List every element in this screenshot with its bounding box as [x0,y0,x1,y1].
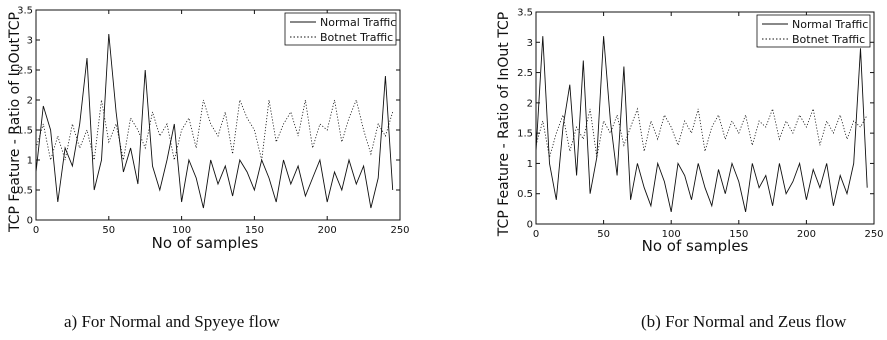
y-tick-label: 0.5 [517,189,533,200]
x-tick-label: 250 [390,225,409,236]
legend: Normal Traffic Botnet Traffic [756,14,871,48]
y-tick-label: 1 [527,159,533,170]
x-tick-label: 100 [662,229,681,240]
y-tick-label: 1.5 [17,126,33,137]
caption-left: a) For Normal and Spyeye flow [64,312,280,331]
series-line-normal-traffic [535,36,868,212]
y-axis-label: TCP Feature - Ratio of InOut TCP [496,12,512,237]
y-axis-label: TCP Feature - Ratio of InOutTCP [7,12,23,233]
series-line-botnet-traffic [535,107,868,158]
x-tick-label: 150 [729,229,748,240]
y-tick-label: 3 [27,36,33,47]
legend-box [284,12,397,46]
caption-right: (b) For Normal and Zeus flow [641,312,847,331]
y-tick-label: 3.5 [517,8,533,19]
y-tick-label: 1.5 [517,129,533,140]
y-tick-label: 2 [527,98,533,109]
y-tick-label: 0 [27,216,33,227]
chart-right: TCP Feature - Ratio of InOut TCP No of s… [496,8,884,256]
plot-frame [535,11,875,225]
y-tick-label: 3.5 [17,6,33,17]
legend-box [756,14,871,48]
series-line-normal-traffic [35,33,394,209]
legend-label-normal: Normal Traffic [792,18,868,31]
x-tick-label: 200 [797,229,816,240]
chart-left: TCP Feature - Ratio of InOutTCP No of sa… [7,6,410,253]
x-axis-label: No of samples [152,234,259,252]
plot-frame [35,9,401,221]
x-tick-label: 50 [102,225,115,236]
x-tick-label: 0 [533,229,539,240]
y-tick-label: 3 [527,38,533,49]
x-axis-label: No of samples [642,237,749,255]
y-tick-label: 2.5 [17,66,33,77]
y-tick-label: 0.5 [17,186,33,197]
legend-label-botnet: Botnet Traffic [320,31,393,44]
x-tick-label: 50 [597,229,610,240]
legend: Normal Traffic Botnet Traffic [284,12,397,46]
legend-label-normal: Normal Traffic [320,16,396,29]
series-line-botnet-traffic [35,98,394,161]
x-tick-label: 100 [172,225,191,236]
legend-label-botnet: Botnet Traffic [792,33,865,46]
y-tick-label: 2 [27,96,33,107]
y-tick-label: 2.5 [517,68,533,79]
y-tick-label: 0 [527,220,533,231]
x-tick-label: 200 [318,225,337,236]
x-tick-label: 250 [864,229,883,240]
x-tick-label: 150 [245,225,264,236]
y-tick-label: 1 [27,156,33,167]
x-tick-label: 0 [33,225,39,236]
